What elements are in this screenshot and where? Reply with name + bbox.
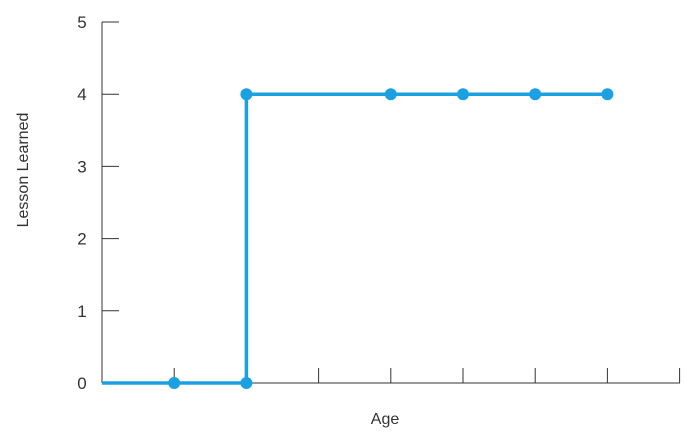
data-point [529, 88, 542, 101]
y-ticks: 0 1 2 3 4 5 [77, 13, 119, 393]
y-tick-label: 1 [77, 302, 86, 321]
data-point [240, 88, 253, 101]
series-line [102, 92, 608, 385]
data-point [457, 88, 469, 101]
data-point [384, 88, 397, 101]
y-tick-label: 4 [77, 85, 86, 104]
data-point [168, 377, 181, 389]
y-tick-label: 0 [77, 374, 86, 393]
y-tick-label: 3 [77, 157, 86, 176]
x-axis-title: Age [371, 411, 400, 428]
series-layer [102, 88, 614, 389]
data-point [240, 377, 253, 389]
y-tick-label: 5 [77, 13, 86, 32]
axes [101, 22, 680, 384]
y-axis-title: Lesson Learned [15, 113, 32, 228]
data-point [601, 88, 614, 101]
y-tick-label: 2 [77, 230, 86, 249]
